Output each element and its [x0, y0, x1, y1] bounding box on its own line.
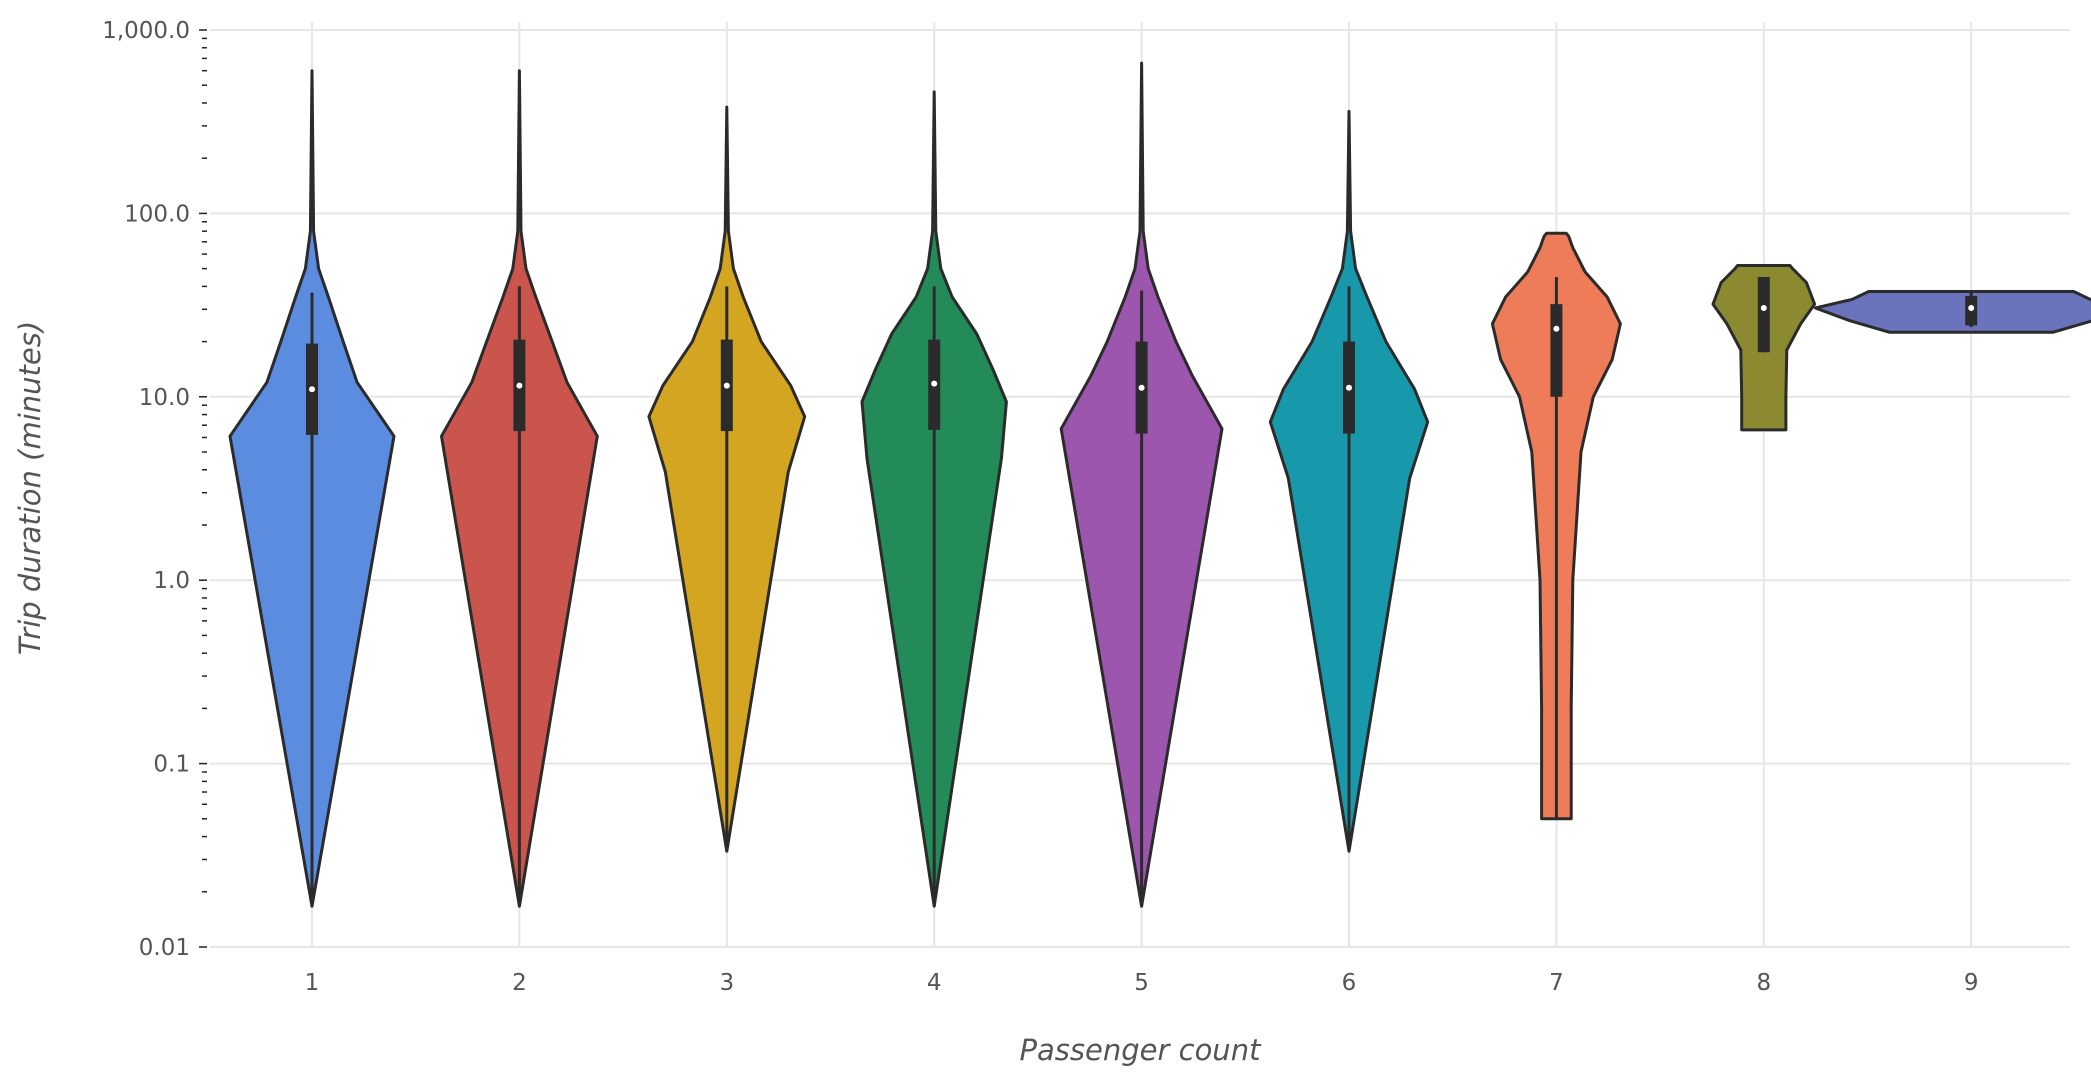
violin-median — [309, 386, 315, 393]
violin-iqr-box — [1757, 277, 1770, 353]
y-tick-label: 100.0 — [124, 201, 190, 227]
y-tick-label: 0.1 — [153, 752, 190, 778]
x-tick-label: 6 — [1342, 970, 1357, 996]
violin-iqr-box — [1550, 304, 1563, 397]
y-tick-label: 1,000.0 — [102, 18, 190, 44]
y-tick-label: 10.0 — [139, 385, 190, 411]
violin-median — [723, 382, 730, 389]
axes: 0.01 0.1 1.0 10.0 100.0 1,000.0 1 2 3 4 5 6 7 8 9 — [102, 18, 1978, 996]
violin-median — [1968, 304, 1975, 311]
x-tick-label: 1 — [305, 970, 320, 996]
y-tick-label: 1.0 — [153, 568, 190, 594]
x-tick-label: 8 — [1756, 970, 1771, 996]
violin-median — [516, 382, 523, 389]
x-tick-label: 3 — [719, 970, 734, 996]
y-tick-label: 0.01 — [139, 935, 190, 961]
x-tick-label: 2 — [512, 970, 527, 996]
x-tick-label: 5 — [1134, 970, 1149, 996]
violins — [228, 61, 2091, 908]
violin-median — [1346, 384, 1352, 391]
violin-median — [1553, 325, 1560, 332]
violin-median — [1760, 304, 1767, 311]
x-tick-label: 9 — [1964, 970, 1979, 996]
violin-median — [1138, 384, 1145, 391]
x-tick-label: 7 — [1549, 970, 1564, 996]
x-tick-label: 4 — [927, 970, 942, 996]
y-axis-title: Trip duration (minutes) — [13, 321, 47, 655]
x-axis-title: Passenger count — [1020, 1033, 1263, 1067]
violin-median — [931, 380, 938, 387]
violin-body — [1813, 290, 2091, 334]
